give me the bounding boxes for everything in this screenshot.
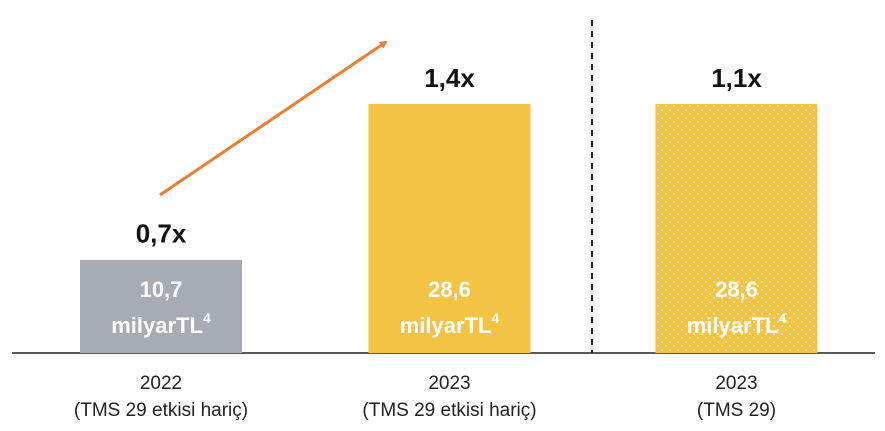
- x-tick-label: 2023: [715, 373, 757, 394]
- unit-note: 4: [203, 310, 211, 326]
- unit: milyarTL: [111, 313, 203, 338]
- x-tick-label: 2023: [428, 373, 470, 394]
- unit: milyarTL: [687, 313, 779, 338]
- multiplier: 1,1x: [711, 63, 762, 93]
- unit-note: 4: [778, 310, 786, 326]
- bar: [368, 104, 531, 353]
- unit-label: milyarTL4: [111, 310, 211, 338]
- multiplier: 0,7x: [136, 219, 187, 249]
- x-tick-label: 2022: [140, 373, 182, 394]
- trend-arrow: [159, 40, 388, 197]
- bar: [80, 259, 242, 353]
- unit-note: 4: [491, 310, 499, 326]
- x-tick-note: (TMS 29 etkisi hariç): [74, 400, 248, 421]
- unit-label: milyarTL4: [400, 310, 500, 338]
- x-tick-note: (TMS 29 etkisi hariç): [362, 400, 536, 421]
- x-tick-note: (TMS 29): [697, 400, 776, 421]
- value-label: 28,6: [428, 277, 471, 302]
- bar: [655, 104, 818, 353]
- unit: milyarTL: [400, 313, 492, 338]
- value-label: 28,6: [715, 277, 758, 302]
- multiplier: 1,4x: [424, 63, 475, 93]
- value-label: 10,7: [140, 277, 183, 302]
- unit-label: milyarTL4: [687, 310, 787, 338]
